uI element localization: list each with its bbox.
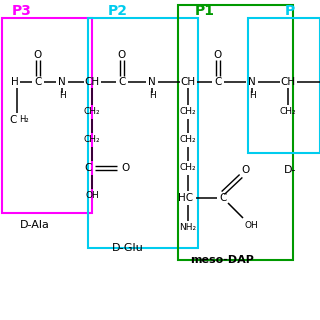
Text: meso-DAP: meso-DAP <box>190 255 254 265</box>
Text: OH: OH <box>244 220 258 229</box>
Text: CH₂: CH₂ <box>180 164 196 172</box>
Text: O: O <box>34 50 42 60</box>
Text: CH₂: CH₂ <box>84 108 100 116</box>
Text: CH₂: CH₂ <box>180 135 196 145</box>
Text: N: N <box>58 77 66 87</box>
Text: D-Ala: D-Ala <box>20 220 50 230</box>
Text: C: C <box>9 115 17 125</box>
Text: N: N <box>148 77 156 87</box>
Text: CH: CH <box>84 77 100 87</box>
Text: P2: P2 <box>108 4 128 18</box>
Bar <box>88 18 198 248</box>
Text: H: H <box>59 92 65 100</box>
Text: C: C <box>219 193 227 203</box>
Text: CH: CH <box>280 77 296 87</box>
Text: C: C <box>214 77 222 87</box>
Text: H: H <box>148 92 156 100</box>
Text: CH: CH <box>180 77 196 87</box>
Bar <box>2 18 92 213</box>
Text: C: C <box>84 163 92 173</box>
Text: OH: OH <box>85 191 99 201</box>
Text: C: C <box>34 77 42 87</box>
Text: CH₂: CH₂ <box>84 135 100 145</box>
Text: O: O <box>214 50 222 60</box>
Text: H: H <box>11 77 19 87</box>
Text: CH₂: CH₂ <box>280 108 296 116</box>
Text: HC: HC <box>179 193 194 203</box>
Text: NH₂: NH₂ <box>180 223 196 233</box>
Text: D-Glu: D-Glu <box>112 243 144 253</box>
Bar <box>248 18 320 153</box>
Text: O: O <box>241 165 249 175</box>
Text: CH₂: CH₂ <box>180 108 196 116</box>
Text: P3: P3 <box>12 4 32 18</box>
Text: O: O <box>118 50 126 60</box>
Bar <box>178 5 293 260</box>
Text: D-: D- <box>284 165 296 175</box>
Text: O: O <box>121 163 129 173</box>
Text: N: N <box>248 77 256 87</box>
Text: C: C <box>118 77 126 87</box>
Text: H₂: H₂ <box>19 116 28 124</box>
Text: P: P <box>285 4 295 18</box>
Text: P1: P1 <box>195 4 215 18</box>
Text: H: H <box>249 92 255 100</box>
